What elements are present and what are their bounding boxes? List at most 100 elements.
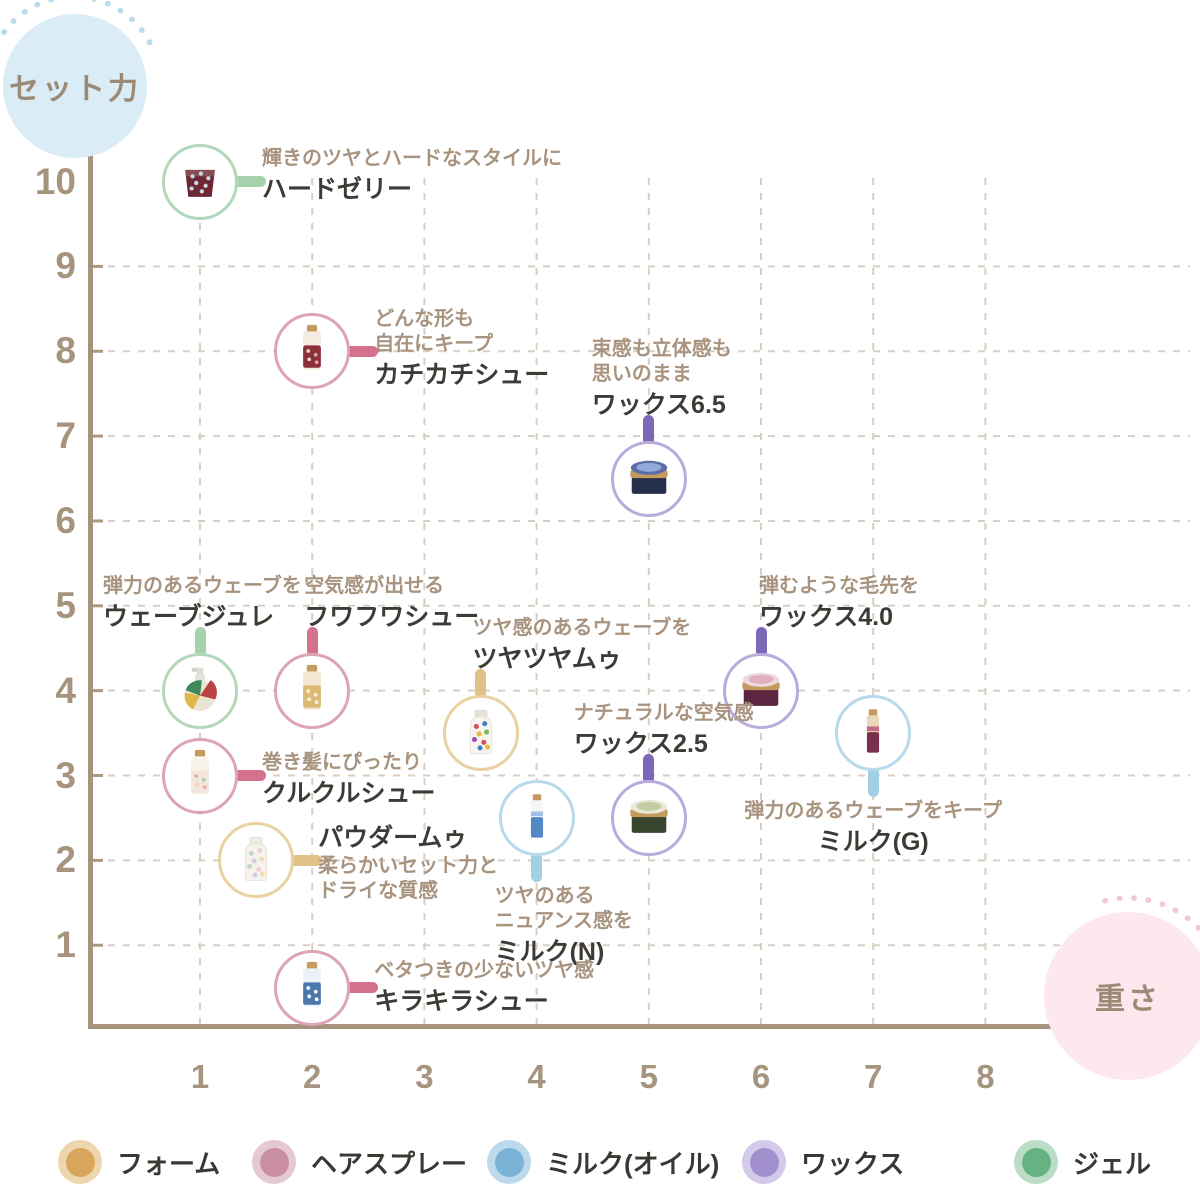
icon-dot — [260, 871, 266, 877]
icon-dot — [481, 721, 487, 727]
icon-dot — [314, 692, 318, 697]
product-desc: 輝きのツヤとハードなスタイルに — [262, 147, 562, 170]
x-tick-label-5: 5 — [639, 1058, 658, 1095]
product-name: ミルク(N) — [494, 937, 605, 966]
callout-connector — [643, 753, 655, 784]
y-tick-label-1: 1 — [55, 924, 76, 966]
product-marker-11[interactable] — [498, 779, 575, 856]
icon-dot — [194, 773, 199, 778]
product-name: パウダームゥ — [318, 824, 468, 853]
callout-connector — [342, 982, 379, 994]
product-marker-6[interactable] — [442, 695, 519, 772]
icon-dot — [203, 183, 208, 188]
legend-dot-halo — [487, 1140, 531, 1184]
product-marker-1[interactable] — [162, 143, 238, 220]
y-tick-label-4: 4 — [55, 669, 76, 711]
product-desc: 弾力のあるウェーブを — [103, 574, 302, 597]
y-tick-label-3: 3 — [55, 754, 76, 796]
y-tick-label-8: 8 — [55, 330, 76, 372]
legend-label: ヘアスプレー — [311, 1148, 468, 1179]
legend-label: ワックス — [801, 1148, 905, 1179]
legend-dot — [259, 1147, 289, 1177]
product-desc: 空気感が出せる — [304, 574, 445, 597]
callout-connector — [194, 626, 206, 657]
icon-dot — [259, 856, 265, 862]
icon-dot — [189, 185, 194, 191]
product-marker-8[interactable] — [835, 695, 912, 772]
product-desc: ツヤ感のあるウェーブを — [472, 617, 692, 640]
x-badge-dotted-arc — [1091, 895, 1200, 934]
callout-connector — [306, 626, 318, 657]
product-desc: ニュアンス感を — [494, 909, 633, 932]
icon-dot — [306, 688, 311, 693]
product-callout-label: 束感も立体感も 思いのまま ワックス6.5 — [592, 337, 732, 421]
product-desc: ドライな質感 — [318, 880, 439, 903]
product-marker-2[interactable] — [274, 313, 351, 390]
icon-dot — [190, 173, 195, 179]
product-marker-9[interactable] — [162, 737, 238, 814]
legend-label: ジェル — [1073, 1148, 1152, 1179]
product-name: ハードゼリー — [262, 175, 413, 204]
product-callout-label: 空気感が出せるフワフワシュー — [304, 574, 479, 633]
product-marker-13[interactable] — [274, 949, 351, 1026]
y-axis-badge: セット力 — [3, 14, 147, 158]
product-desc: 弾力のあるウェーブをキープ — [744, 800, 1002, 823]
jar-product-icon — [185, 169, 215, 197]
x-tick-label-8: 8 — [976, 1058, 995, 1095]
can-product-icon — [303, 664, 322, 710]
product-name: ワックス6.5 — [591, 390, 726, 419]
product-desc: 柔らかいセット力と — [318, 855, 499, 878]
callout-connector — [475, 669, 486, 700]
icon-dot — [257, 848, 263, 854]
icon-dot — [314, 996, 319, 1001]
x-axis-line — [88, 1024, 1106, 1029]
icon-dot — [195, 782, 200, 786]
icon-dot — [252, 872, 258, 878]
icon-dot — [248, 851, 254, 857]
product-name: ウェーブジュレ — [103, 602, 275, 631]
mousse-product-icon — [469, 709, 492, 754]
callout-connector — [531, 851, 543, 882]
icon-dot — [480, 739, 486, 745]
icon-dot — [314, 353, 318, 357]
product-marker-4[interactable] — [162, 652, 238, 729]
y-tick-label-9: 9 — [55, 245, 76, 287]
can-product-icon — [191, 749, 209, 795]
x-tick-label-3: 3 — [415, 1058, 434, 1095]
y-tick-label-5: 5 — [55, 584, 76, 626]
product-callout-label: 巻き髪にぴったり クルクルシュー — [262, 750, 436, 809]
product-name: ワックス2.5 — [573, 729, 708, 758]
product-desc: 自在にキープ — [374, 333, 493, 356]
product-name: カチカチシュー — [374, 361, 550, 390]
product-callout-label: どんな形も 自在にキープカチカチシュー — [374, 307, 549, 391]
legend-dot — [749, 1147, 779, 1177]
can-product-icon — [303, 961, 322, 1007]
product-callout-label: 弾力のあるウェーブをウェーブジュレ — [103, 574, 302, 633]
y-tick-label-10: 10 — [34, 160, 76, 202]
x-axis-badge: 重さ — [1044, 912, 1200, 1080]
product-marker-3[interactable] — [610, 440, 687, 517]
product-name: フワフワシュー — [304, 602, 480, 631]
legend-item-gel: ジェル — [1014, 1139, 1151, 1185]
icon-dot — [314, 699, 319, 704]
product-marker-5[interactable] — [274, 652, 351, 729]
icon-dot — [484, 744, 490, 750]
product-desc: 巻き髪にぴったり — [262, 751, 422, 773]
product-marker-12[interactable] — [218, 822, 295, 899]
product-desc: ベタつきの少ないツヤ感 — [374, 959, 595, 982]
legend-label: ミルク(オイル) — [546, 1148, 720, 1179]
callout-connector — [230, 176, 266, 188]
product-marker-10[interactable] — [610, 779, 687, 856]
callout-connector — [230, 770, 266, 781]
legend-item-spray: ヘアスプレー — [252, 1139, 467, 1185]
callout-connector — [342, 345, 379, 357]
product-desc: どんな形も — [374, 308, 475, 331]
legend-item-milk: ミルク(オイル) — [487, 1139, 719, 1185]
y-badge-dotted-arc — [0, 0, 153, 46]
icon-dot — [473, 724, 479, 730]
product-marker-7[interactable] — [723, 652, 799, 729]
legend-label: フォーム — [117, 1148, 221, 1179]
tin-product-icon — [630, 460, 668, 494]
y-tick-label-6: 6 — [55, 499, 76, 541]
